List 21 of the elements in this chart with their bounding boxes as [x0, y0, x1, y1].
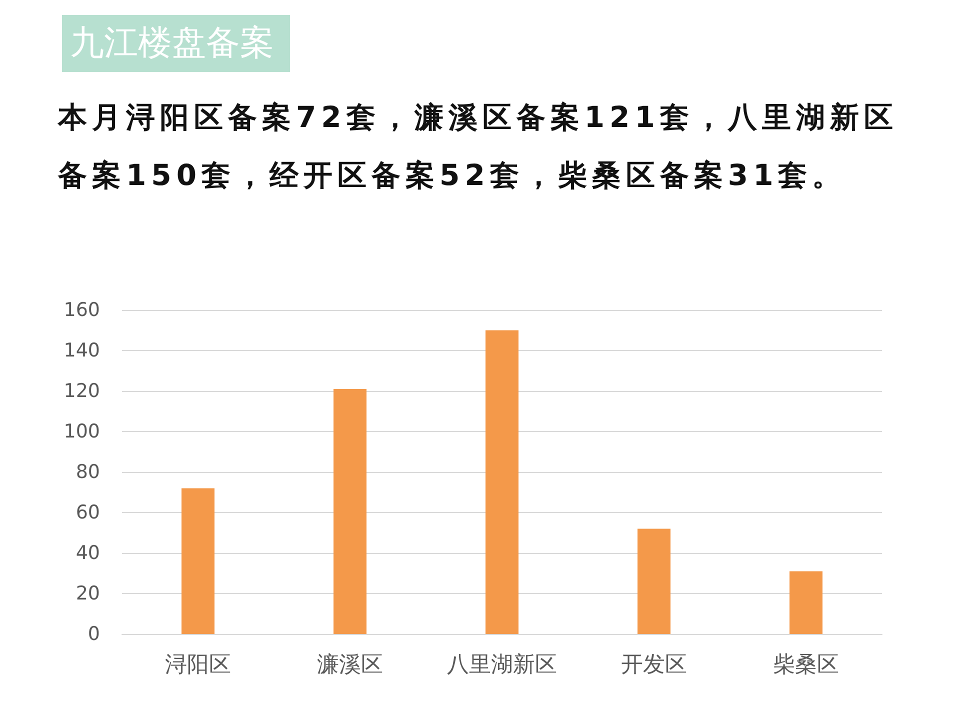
y-tick-label: 0: [88, 623, 100, 645]
bar: [334, 388, 366, 634]
y-tick-label: 120: [64, 380, 100, 402]
y-tick-label: 160: [64, 299, 100, 321]
y-tick-label: 40: [76, 542, 100, 564]
bar: [182, 488, 214, 634]
chart-title: 九江楼盘备案: [62, 15, 290, 72]
y-tick-label: 140: [64, 340, 100, 362]
bar: [486, 330, 518, 634]
x-tick-label: 浔阳区: [165, 652, 231, 678]
y-tick-label: 80: [76, 461, 100, 483]
x-tick-label: 濂溪区: [317, 652, 383, 678]
y-tick-label: 20: [76, 582, 100, 604]
y-tick-label: 60: [76, 502, 100, 524]
x-tick-label: 开发区: [621, 652, 687, 678]
bar: [638, 528, 670, 634]
y-tick-label: 100: [64, 420, 100, 442]
x-tick-label: 柴桑区: [773, 652, 839, 678]
bar: [790, 571, 822, 634]
chart-subtitle: 本月浔阳区备案72套，濂溪区备案121套，八里湖新区备案150套，经开区备案52套，柴桑区备案31套。: [58, 99, 899, 194]
x-tick-label: 八里湖新区: [447, 652, 557, 678]
